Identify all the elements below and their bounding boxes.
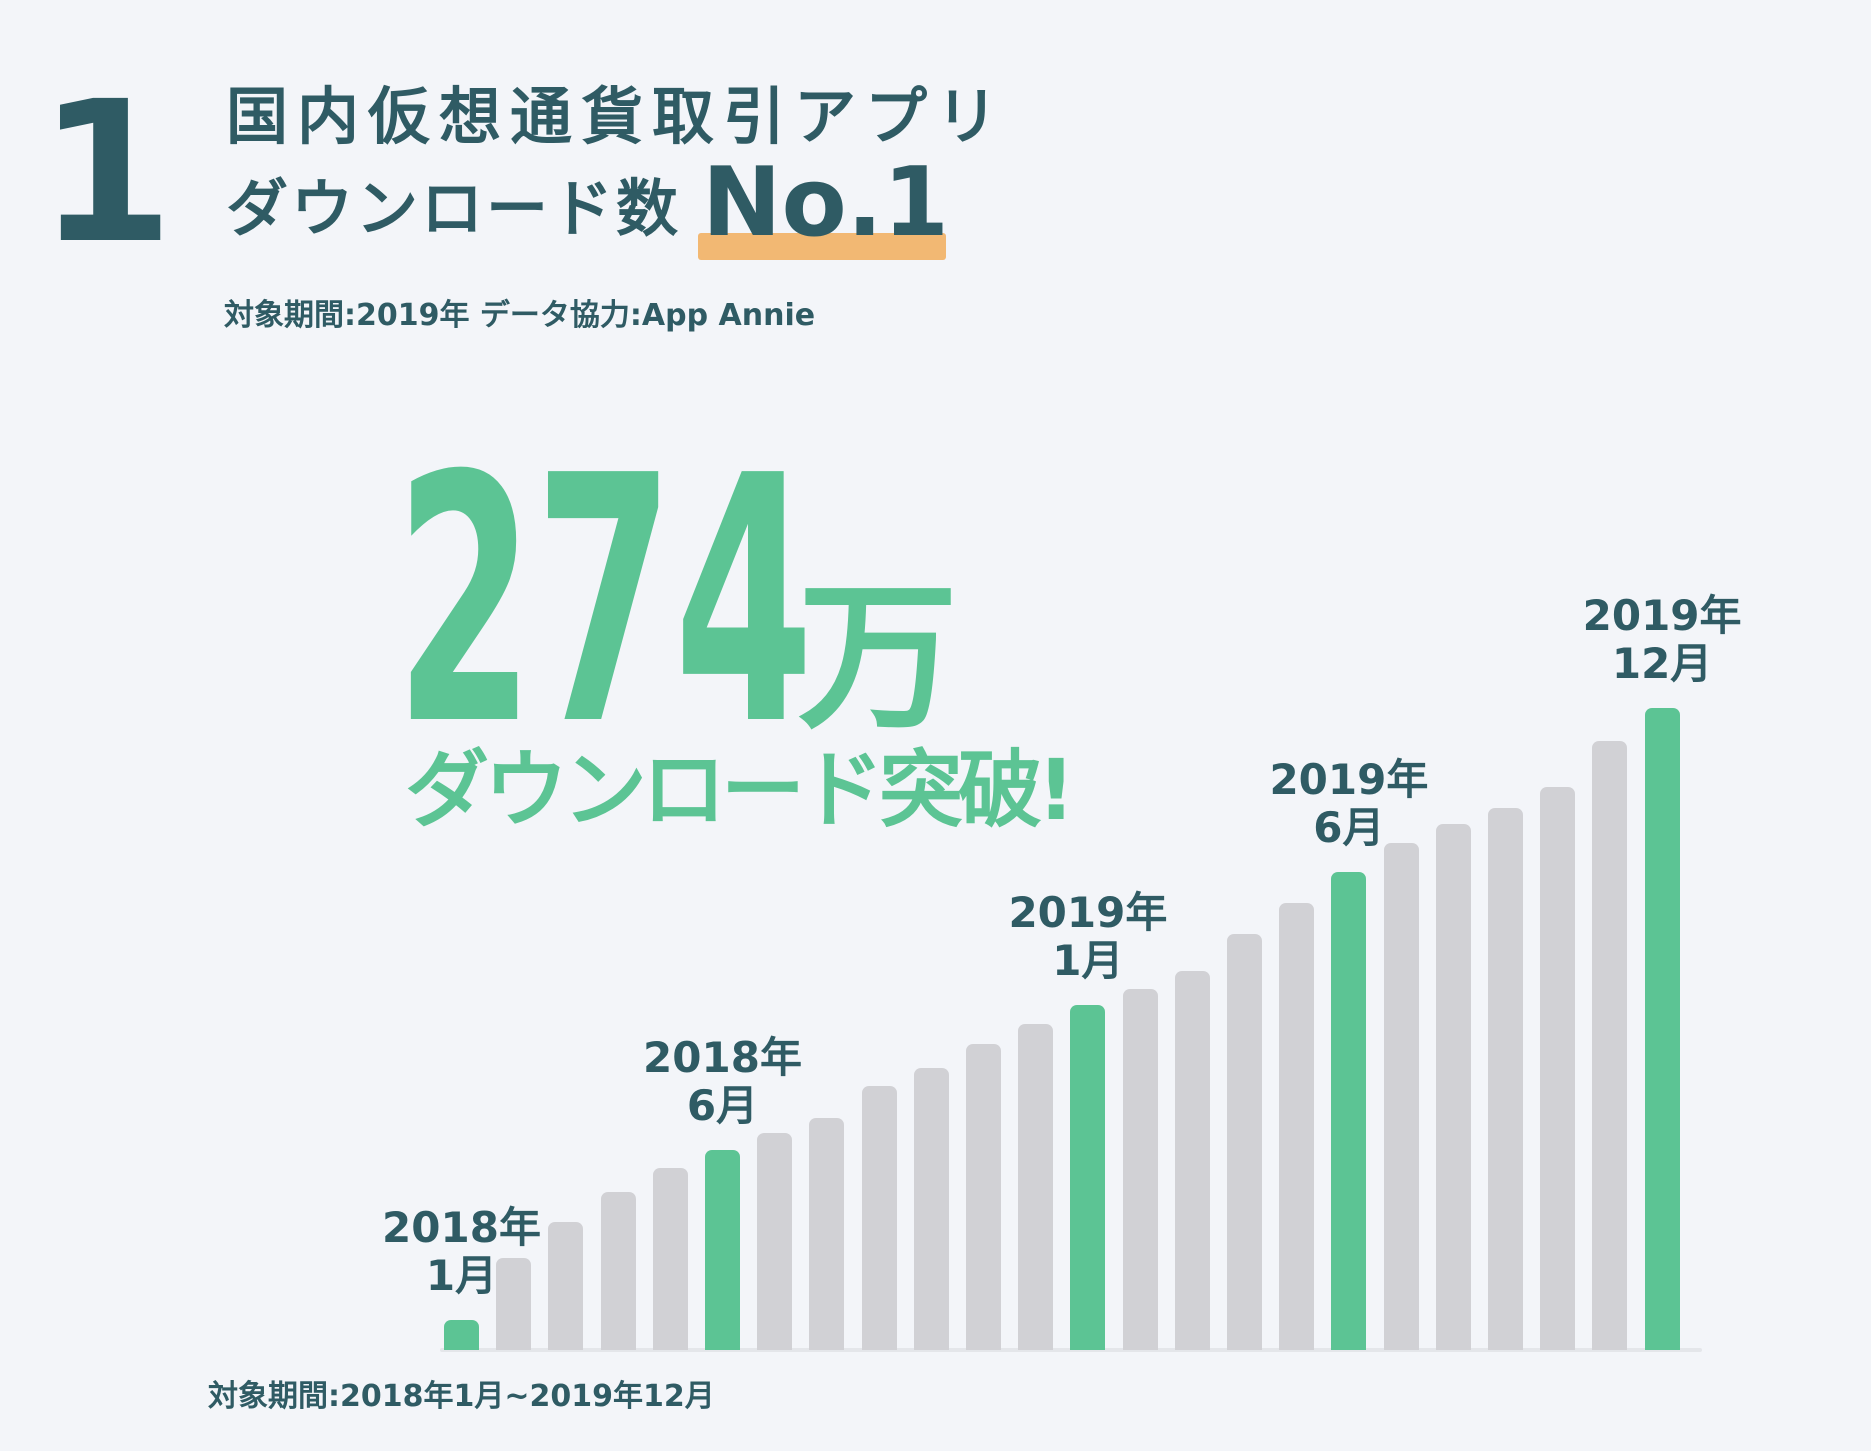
bar-2019年12月 <box>1644 708 1680 1350</box>
no1-emphasis-text: No.1 <box>702 148 949 258</box>
bar-2019年4月 <box>1227 934 1262 1350</box>
milestone-label-2018年6月: 2018年 6月 <box>603 1034 843 1130</box>
bar-2019年7月 <box>1383 843 1419 1350</box>
bar-2019年9月 <box>1488 808 1523 1350</box>
milestone-label-year: 2018年 <box>382 1203 541 1252</box>
milestone-label-year: 2019年 <box>1582 591 1742 640</box>
chart-baseline <box>440 1348 1702 1352</box>
milestone-label-year: 2018年 <box>643 1033 802 1082</box>
milestone-label-year: 2019年 <box>1008 888 1168 937</box>
milestone-label-2018年1月: 2018年 1月 <box>342 1204 582 1300</box>
bar-2019年1月 <box>1070 1005 1106 1350</box>
milestone-label-2019年6月: 2019年 6月 <box>1229 756 1469 852</box>
bar-2019年2月 <box>1122 989 1158 1350</box>
bar-2019年8月 <box>1435 824 1471 1350</box>
download-count-unit: 万 <box>798 564 959 751</box>
no1-highlight-bar <box>698 233 946 260</box>
milestone-label-month: 1月 <box>1052 935 1124 985</box>
bar-2018年7月 <box>757 1133 793 1350</box>
bar-2018年1月 <box>444 1320 479 1350</box>
data-source-note: 対象期間:2019年 データ協力:App Annie <box>224 298 816 333</box>
bar-2018年9月 <box>861 1086 897 1350</box>
bar-2019年5月 <box>1279 903 1315 1350</box>
bar-2018年4月 <box>600 1192 636 1350</box>
bar-2018年5月 <box>652 1168 688 1350</box>
milestone-label-2019年12月: 2019年 12月 <box>1542 592 1782 688</box>
bar-2018年10月 <box>913 1068 949 1350</box>
milestone-label-month: 6月 <box>686 1080 759 1130</box>
bar-2019年10月 <box>1540 787 1576 1350</box>
milestone-label-2019年1月: 2019年 1月 <box>968 889 1208 985</box>
bar-2018年6月 <box>705 1150 740 1350</box>
download-count-value: 274 <box>395 404 814 800</box>
bar-2019年3月 <box>1174 971 1210 1350</box>
page-title-line-2: ダウンロード数 <box>226 172 682 245</box>
bar-2018年11月 <box>966 1044 1001 1350</box>
bar-2018年2月 <box>496 1258 532 1350</box>
download-caption: ダウンロード突破! <box>405 741 1075 839</box>
milestone-label-year: 2019年 <box>1269 755 1429 804</box>
rank-number: 1 <box>38 59 174 286</box>
bar-2019年6月 <box>1331 872 1367 1350</box>
milestone-label-month: 6月 <box>1313 802 1385 852</box>
bar-2018年12月 <box>1018 1024 1054 1350</box>
milestone-label-month: 1月 <box>425 1250 498 1300</box>
bar-2018年3月 <box>548 1222 584 1350</box>
chart-period-note: 対象期間:2018年1月~2019年12月 <box>208 1379 715 1414</box>
bar-2019年11月 <box>1592 741 1628 1350</box>
bar-2018年8月 <box>809 1118 845 1350</box>
milestone-label-month: 12月 <box>1611 638 1713 688</box>
page-title-line-1: 国内仮想通貨取引アプリ <box>226 80 1008 153</box>
